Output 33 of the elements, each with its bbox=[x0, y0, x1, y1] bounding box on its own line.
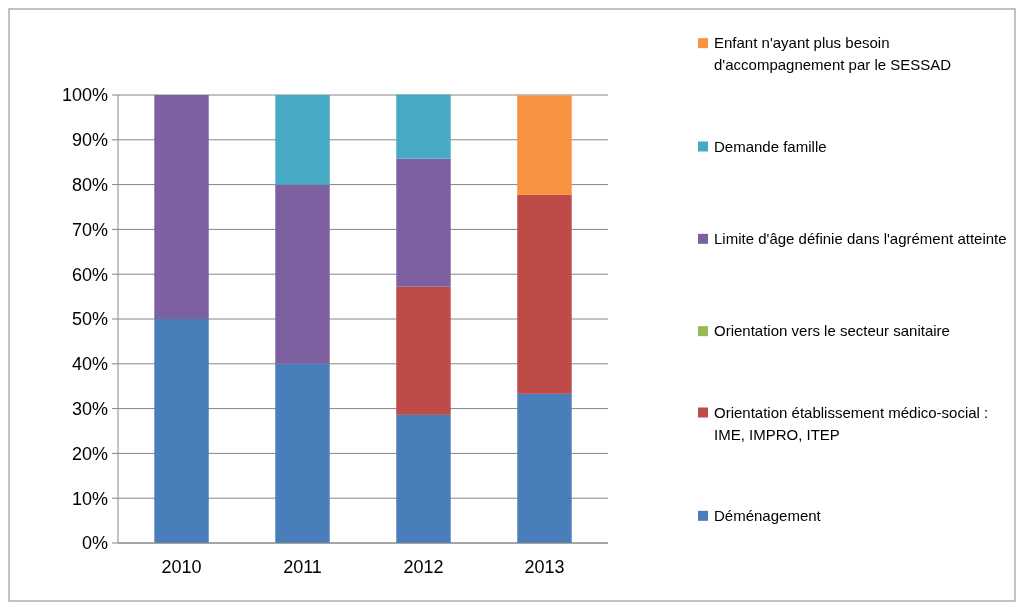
legend-label: Orientation vers le secteur sanitaire bbox=[714, 322, 950, 340]
y-tick-label: 40% bbox=[71, 354, 108, 375]
x-tick-label: 2011 bbox=[283, 557, 322, 577]
bar bbox=[396, 414, 451, 543]
y-tick-label: 60% bbox=[71, 264, 108, 285]
legend-label: Demande famille bbox=[714, 137, 827, 155]
y-tick-label: 90% bbox=[71, 130, 108, 151]
bar bbox=[154, 95, 209, 319]
legend-label: Déménagement bbox=[714, 507, 822, 525]
legend-label: Orientation établissement médico-social : IME, IMPRO, ITEP bbox=[714, 403, 989, 443]
bar bbox=[396, 286, 451, 415]
x-tick-label: 2012 bbox=[403, 557, 444, 577]
y-tick-label: 50% bbox=[71, 309, 108, 330]
bar bbox=[275, 363, 330, 543]
bar bbox=[517, 194, 572, 394]
y-tick-label: 0% bbox=[81, 533, 108, 554]
bar bbox=[517, 95, 572, 195]
legend-label: Limite d'âge définie dans l'agrément atteinte bbox=[714, 230, 1007, 248]
y-tick-label: 100% bbox=[61, 85, 108, 106]
bar bbox=[275, 95, 330, 185]
bar bbox=[396, 158, 451, 287]
y-tick-label: 80% bbox=[71, 174, 108, 195]
y-tick-label: 30% bbox=[71, 398, 108, 419]
x-tick-label: 2013 bbox=[524, 557, 565, 577]
x-tick-label: 2010 bbox=[161, 557, 202, 577]
bar bbox=[154, 319, 209, 543]
y-tick-label: 20% bbox=[71, 443, 108, 464]
legend-label: Enfant n'ayant plus besoin d'accompagnement par le SESSAD bbox=[714, 34, 952, 74]
bar bbox=[275, 184, 330, 364]
bar bbox=[396, 94, 451, 159]
bar bbox=[517, 393, 572, 543]
y-tick-label: 10% bbox=[71, 488, 108, 509]
y-tick-label: 70% bbox=[71, 219, 108, 240]
